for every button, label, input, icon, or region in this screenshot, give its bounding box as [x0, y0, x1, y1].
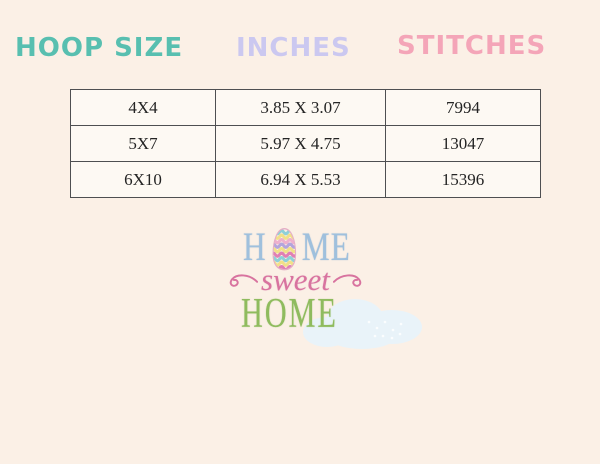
sweet-text: sweet: [226, 262, 365, 298]
inches-header: INCHES: [236, 33, 351, 63]
cloud-icon: [303, 299, 422, 349]
cloud-watermark: [297, 292, 427, 355]
inches-cell: 6.94 X 5.53: [215, 161, 386, 198]
home-top-text: H: [243, 226, 351, 271]
flourish-left-icon: [229, 274, 258, 287]
hoop-size-cell: 6X10: [70, 161, 216, 198]
inches-cell: 3.85 X 3.07: [215, 89, 386, 126]
flourish-right-icon: [332, 274, 362, 287]
stitch-dots: [367, 320, 403, 340]
hoop-size-cell: 4X4: [70, 89, 216, 126]
easter-egg-icon: [269, 227, 300, 271]
size-chart-table: 4X4 3.85 X 3.07 7994 5X7 5.97 X 4.75 130…: [70, 89, 541, 198]
home-top-h: H: [243, 226, 267, 270]
inches-cell: 5.97 X 4.75: [215, 125, 386, 162]
home-top-me: ME: [301, 226, 351, 270]
hoop-size-header: HOOP SIZE: [15, 33, 184, 63]
stitches-cell: 7994: [385, 89, 541, 126]
stitches-cell: 13047: [385, 125, 541, 162]
hoop-size-cell: 5X7: [70, 125, 216, 162]
table-row: 4X4 3.85 X 3.07 7994: [70, 89, 541, 126]
table-row: 5X7 5.97 X 4.75 13047: [70, 125, 541, 162]
sweet-word: sweet: [261, 262, 330, 297]
stitches-cell: 15396: [385, 161, 541, 198]
stitches-header: STITCHES: [397, 31, 547, 61]
table-row: 6X10 6.94 X 5.53 15396: [70, 161, 541, 198]
home-bottom-text: HOME: [241, 291, 338, 338]
